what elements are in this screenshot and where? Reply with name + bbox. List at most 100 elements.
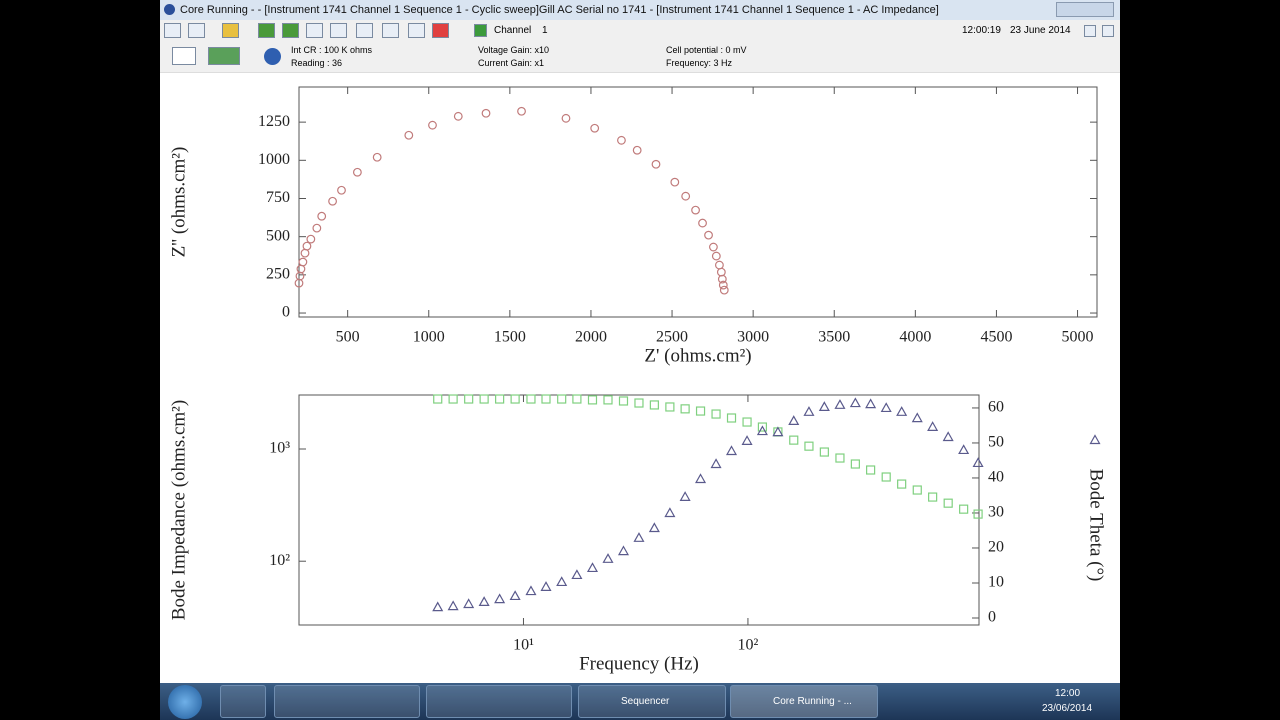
tool-button[interactable]	[164, 23, 181, 38]
y-axis-label: Z'' (ohms.cm²)	[168, 147, 189, 258]
data-point	[772, 426, 784, 437]
taskbar-item[interactable]: Sequencer	[578, 685, 726, 718]
y-tick-label: 250	[266, 266, 290, 283]
tool-button[interactable]	[282, 23, 299, 38]
data-point	[897, 479, 907, 489]
data-point	[711, 409, 721, 419]
x-tick-label: 4000	[899, 329, 931, 346]
data-point	[557, 394, 567, 404]
data-point	[670, 177, 680, 187]
x-axis-label: Z' (ohms.cm²)	[644, 345, 751, 366]
y-tick-label: 1250	[258, 113, 290, 130]
y-tick-label: 1000	[258, 151, 290, 168]
data-point	[617, 135, 626, 145]
data-point	[541, 394, 551, 404]
x-tick-label: 2000	[575, 329, 607, 346]
data-point	[495, 394, 505, 404]
data-point	[819, 447, 829, 457]
data-point	[695, 406, 706, 416]
task-label: Sequencer	[621, 696, 670, 707]
start-button[interactable]	[168, 685, 202, 719]
panel-button[interactable]	[208, 47, 240, 65]
data-point	[634, 398, 644, 408]
x-tick-label: 1500	[494, 329, 526, 346]
data-point	[942, 431, 954, 442]
current-gain: Current Gain: x1	[478, 58, 545, 68]
title-bar: Core Running - - [Instrument 1741 Channe…	[160, 0, 1120, 20]
y-axis-label: Bode Impedance (ohms.cm²)	[168, 400, 189, 620]
window-controls[interactable]	[1056, 2, 1114, 17]
frequency: Frequency: 3 Hz	[666, 58, 733, 68]
channel-number: 1	[542, 25, 548, 36]
data-point	[719, 285, 729, 295]
tool-button[interactable]	[432, 23, 449, 38]
clock-date: 23 June 2014	[1010, 25, 1071, 36]
tool-button[interactable]	[306, 23, 323, 38]
stop-button[interactable]	[264, 48, 281, 65]
x-tick-label: 10²	[738, 637, 759, 654]
panel-button[interactable]	[172, 47, 196, 65]
data-point	[302, 241, 312, 251]
data-point	[896, 406, 908, 416]
taskbar-item[interactable]	[220, 685, 266, 718]
mdi-button[interactable]	[1084, 25, 1096, 37]
tool-button[interactable]	[382, 23, 399, 38]
data-point	[648, 522, 660, 533]
data-point	[317, 211, 327, 221]
data-point	[296, 264, 306, 274]
data-point	[912, 485, 922, 495]
tool-button[interactable]	[330, 23, 347, 38]
data-point	[464, 394, 474, 404]
tool-button[interactable]	[356, 23, 373, 38]
data-point	[571, 569, 583, 580]
data-point	[865, 398, 877, 409]
tool-button[interactable]	[258, 23, 275, 38]
data-point	[698, 218, 707, 228]
data-point	[428, 120, 437, 130]
task-label: Core Running - ...	[773, 696, 852, 707]
data-point	[561, 113, 571, 123]
x-tick-label: 1000	[413, 329, 445, 346]
y-tick-label: 10³	[269, 440, 290, 457]
data-point	[479, 394, 489, 404]
data-point	[328, 196, 337, 206]
y-tick-label: 10²	[269, 552, 290, 569]
tool-button[interactable]	[222, 23, 239, 38]
data-point	[556, 576, 568, 587]
data-point	[709, 242, 718, 252]
data-point	[716, 267, 726, 277]
legend-marker	[1089, 434, 1101, 445]
data-point	[695, 473, 707, 484]
cell-potential: Cell potential : 0 mV	[666, 45, 747, 55]
data-point	[453, 111, 463, 121]
data-point	[478, 596, 490, 606]
x-tick-label: 500	[336, 329, 360, 346]
data-point	[572, 394, 582, 404]
data-point	[927, 421, 939, 431]
data-point	[602, 553, 614, 563]
data-point	[433, 394, 443, 404]
data-point	[352, 167, 362, 177]
x-tick-label: 2500	[656, 329, 688, 346]
tool-button[interactable]	[408, 23, 425, 38]
data-point	[432, 601, 444, 612]
mdi-button[interactable]	[1102, 25, 1114, 37]
taskbar-item[interactable]: Core Running - ...	[730, 685, 878, 718]
plot-frame	[298, 394, 980, 626]
tool-button[interactable]	[188, 23, 205, 38]
data-point	[517, 106, 526, 116]
data-point	[835, 453, 845, 463]
taskbar-item[interactable]	[426, 685, 572, 718]
y2-tick-label: 40	[988, 469, 1004, 486]
data-point	[680, 404, 690, 414]
plot-frame	[298, 86, 1098, 318]
data-point	[664, 507, 676, 518]
taskbar-item[interactable]	[274, 685, 420, 718]
data-point	[943, 498, 953, 508]
data-point	[481, 108, 491, 118]
data-point	[704, 230, 713, 240]
data-point	[850, 459, 860, 469]
x-tick-label: 10¹	[513, 637, 534, 654]
